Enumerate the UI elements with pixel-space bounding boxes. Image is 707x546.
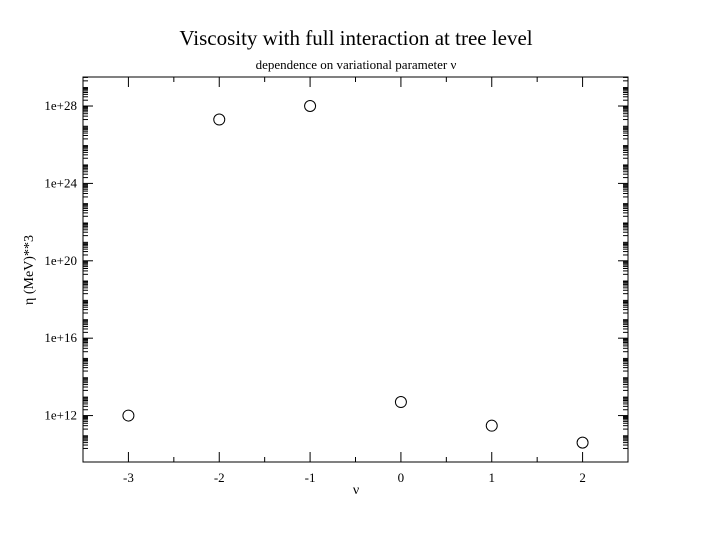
y-axis-ticks: 1e+12 1e+16 1e+20 1e+24 1e+28 xyxy=(44,76,628,449)
chart-title: Viscosity with full interaction at tree … xyxy=(179,26,532,50)
x-tick-label: -3 xyxy=(123,470,134,485)
data-points xyxy=(122,100,589,449)
y-axis-label: η (MeV)**3 xyxy=(22,235,37,305)
y-tick-label: 1e+16 xyxy=(44,330,77,345)
data-point xyxy=(394,396,407,409)
x-axis-label: ν xyxy=(353,483,359,498)
data-point xyxy=(122,409,135,422)
data-point xyxy=(304,100,317,113)
y-tick-label: 1e+12 xyxy=(44,408,77,423)
data-point xyxy=(213,113,226,126)
x-tick-label: 2 xyxy=(579,470,586,485)
data-point xyxy=(485,419,498,432)
x-tick-label: 1 xyxy=(489,470,496,485)
y-tick-label: 1e+20 xyxy=(44,253,77,268)
plot-frame xyxy=(82,76,629,463)
chart-subtitle: dependence on variational parameter ν xyxy=(256,57,457,72)
x-tick-label: -2 xyxy=(214,470,225,485)
x-tick-label: -1 xyxy=(305,470,316,485)
data-point xyxy=(576,436,589,449)
y-tick-label: 1e+24 xyxy=(44,175,77,190)
y-tick-label: 1e+28 xyxy=(44,98,77,113)
x-tick-label: 0 xyxy=(398,470,405,485)
x-axis-ticks: -3 -2 -1 0 1 2 xyxy=(82,77,629,485)
